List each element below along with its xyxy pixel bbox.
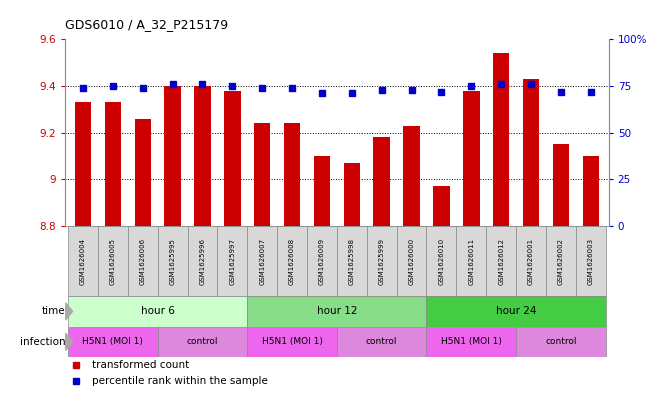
Bar [217, 226, 247, 296]
Bar [516, 226, 546, 296]
Bar [433, 186, 450, 226]
Bar [247, 226, 277, 296]
Text: GSM1626011: GSM1626011 [468, 238, 475, 285]
Text: GSM1626005: GSM1626005 [110, 238, 116, 285]
Polygon shape [66, 333, 72, 350]
Bar [576, 226, 605, 296]
Bar [583, 156, 599, 226]
Text: GSM1625996: GSM1625996 [199, 238, 206, 285]
Bar [337, 226, 367, 296]
Bar [337, 327, 426, 357]
Bar [75, 102, 91, 226]
Text: GSM1625997: GSM1625997 [229, 238, 236, 285]
Text: GSM1626008: GSM1626008 [289, 238, 295, 285]
Text: control: control [545, 337, 577, 346]
Text: GSM1625998: GSM1625998 [349, 238, 355, 285]
Bar [68, 296, 247, 327]
Bar [277, 226, 307, 296]
Text: GDS6010 / A_32_P215179: GDS6010 / A_32_P215179 [65, 18, 229, 31]
Text: GSM1626007: GSM1626007 [259, 238, 265, 285]
Bar [187, 226, 217, 296]
Text: GSM1626004: GSM1626004 [80, 238, 86, 285]
Bar [165, 86, 181, 226]
Bar [367, 226, 396, 296]
Text: GSM1626003: GSM1626003 [588, 238, 594, 285]
Bar [456, 226, 486, 296]
Bar [426, 226, 456, 296]
Text: hour 6: hour 6 [141, 307, 174, 316]
Bar [493, 53, 509, 226]
Text: H5N1 (MOI 1): H5N1 (MOI 1) [441, 337, 502, 346]
Text: hour 12: hour 12 [316, 307, 357, 316]
Bar [194, 86, 211, 226]
Text: hour 24: hour 24 [496, 307, 536, 316]
Bar [523, 79, 539, 226]
Text: control: control [366, 337, 398, 346]
Text: H5N1 (MOI 1): H5N1 (MOI 1) [262, 337, 322, 346]
Bar [247, 327, 337, 357]
Bar [158, 226, 187, 296]
Bar [486, 226, 516, 296]
Bar [98, 226, 128, 296]
Text: GSM1626000: GSM1626000 [409, 238, 415, 285]
Bar [307, 226, 337, 296]
Bar [553, 144, 569, 226]
Bar [463, 91, 480, 226]
Bar [426, 327, 516, 357]
Bar [224, 91, 241, 226]
Bar [344, 163, 360, 226]
Bar [546, 226, 576, 296]
Bar [158, 327, 247, 357]
Bar [426, 296, 605, 327]
Text: GSM1626012: GSM1626012 [498, 238, 504, 285]
Bar [135, 119, 151, 226]
Text: time: time [42, 307, 66, 316]
Text: GSM1626002: GSM1626002 [558, 238, 564, 285]
Text: GSM1626010: GSM1626010 [438, 238, 445, 285]
Text: GSM1625995: GSM1625995 [170, 238, 176, 285]
Bar [68, 327, 158, 357]
Bar [396, 226, 426, 296]
Bar [128, 226, 158, 296]
Bar [247, 296, 426, 327]
Bar [374, 138, 390, 226]
Bar [314, 156, 330, 226]
Text: GSM1626001: GSM1626001 [528, 238, 534, 285]
Text: control: control [187, 337, 218, 346]
Text: GSM1626006: GSM1626006 [140, 238, 146, 285]
Bar [516, 327, 605, 357]
Text: H5N1 (MOI 1): H5N1 (MOI 1) [83, 337, 143, 346]
Text: infection: infection [20, 337, 66, 347]
Polygon shape [66, 303, 72, 320]
Text: transformed count: transformed count [92, 360, 189, 370]
Bar [404, 126, 420, 226]
Text: GSM1626009: GSM1626009 [319, 238, 325, 285]
Bar [68, 226, 98, 296]
Bar [105, 102, 121, 226]
Bar [284, 123, 300, 226]
Bar [254, 123, 270, 226]
Text: percentile rank within the sample: percentile rank within the sample [92, 376, 268, 386]
Text: GSM1625999: GSM1625999 [379, 238, 385, 285]
